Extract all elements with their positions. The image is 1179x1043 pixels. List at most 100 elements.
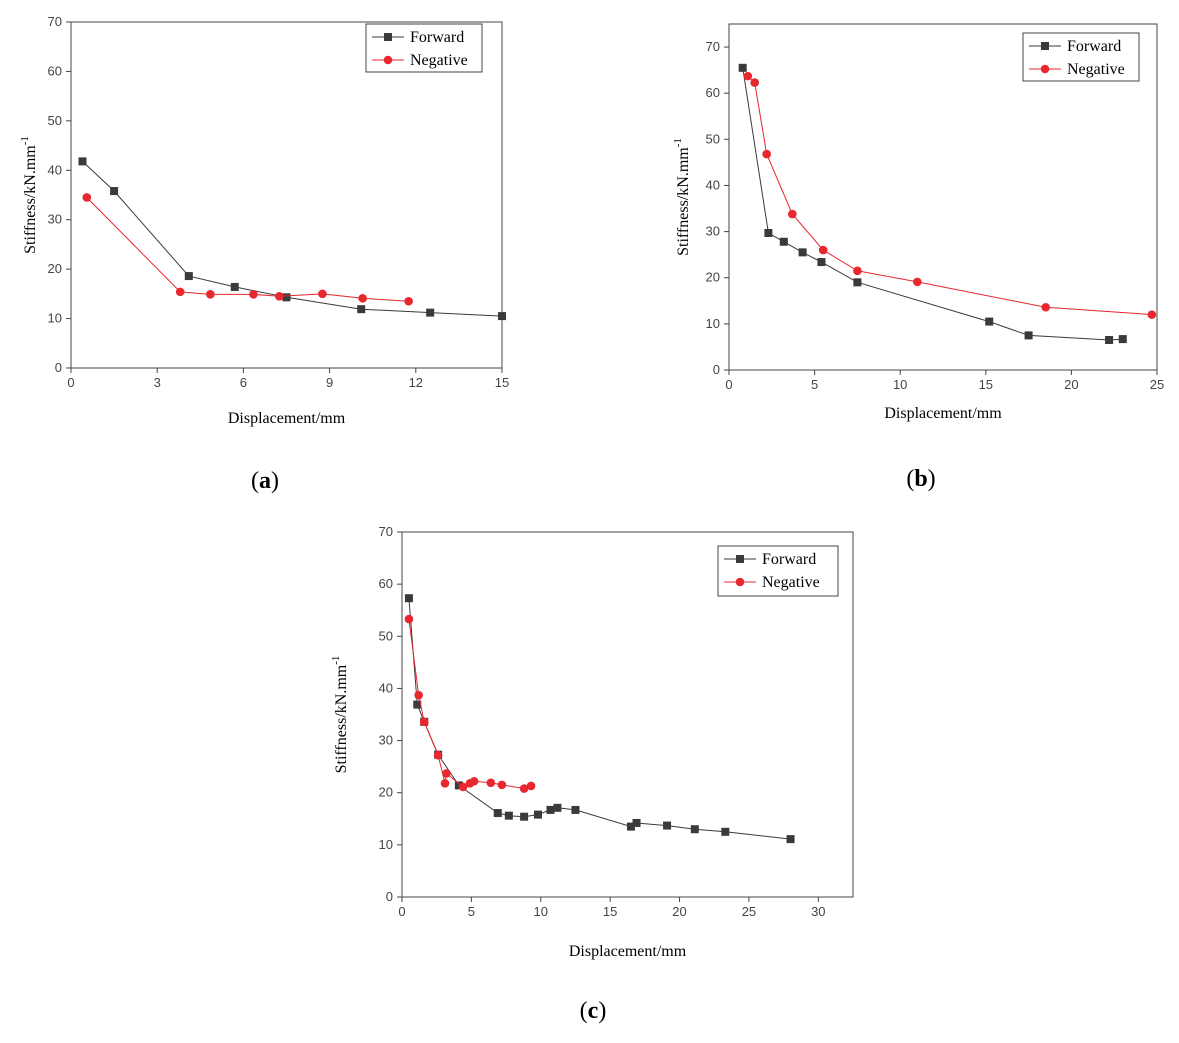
legend-label-forward: Forward [1067, 38, 1121, 55]
y-axis-title-main: Stiffness/kN.mm [333, 664, 350, 773]
forward-point [764, 228, 773, 237]
plot-frame [401, 531, 854, 898]
forward-point [1105, 336, 1114, 345]
series-line-negative [747, 75, 1152, 316]
x-tick-label: 12 [409, 375, 423, 390]
legend: Forward Negative [717, 545, 839, 597]
y-tick-label: 50 [379, 628, 393, 643]
forward-point [553, 803, 562, 812]
forward-point [632, 818, 641, 827]
legend-box [1022, 32, 1140, 82]
y-tick-label: 70 [706, 39, 720, 54]
series-negative [743, 71, 1157, 319]
negative-point [458, 782, 468, 792]
legend: Forward Negative [365, 23, 483, 73]
x-tick-label: 10 [534, 904, 548, 919]
panel-caption: (b) [906, 466, 935, 492]
negative-point [1041, 302, 1051, 312]
negative-point [249, 290, 258, 299]
y-tick-label: 30 [48, 212, 62, 227]
chart-b: 0 5 10 15 20 25 0 10 20 30 40 50 60 70 Displacement/mm… [672, 23, 1164, 492]
series-forward [404, 594, 795, 844]
x-axis-title: Displacement/mm [228, 410, 346, 427]
forward-point [184, 272, 193, 281]
x-tick-label: 5 [811, 377, 818, 392]
negative-point [1147, 310, 1157, 319]
forward-point [663, 821, 672, 830]
negative-point [404, 614, 414, 624]
y-axis-title-main: Stiffness/kN.mm [675, 147, 692, 256]
chart-a: 0 3 6 9 12 15 0 10 20 30 40 50 60 70 Displacement/mm St… [19, 14, 509, 494]
y-tick-label: 40 [48, 162, 62, 177]
y-tick-label: 50 [706, 131, 720, 146]
x-tick-label: 0 [67, 375, 74, 390]
negative-point [175, 287, 185, 297]
forward-point [626, 822, 635, 831]
legend-circle-marker [735, 577, 745, 587]
y-tick-label: 50 [48, 113, 62, 128]
x-tick-label: 20 [672, 904, 686, 919]
negative-point [358, 294, 367, 303]
legend-label-negative: Negative [410, 52, 468, 69]
chart-c: 0 5 10 15 20 25 30 0 10 20 30 40 50 60 70 Displacement/… [330, 524, 854, 1024]
x-tick-label: 20 [1064, 377, 1078, 392]
legend-label-negative: Negative [762, 574, 820, 591]
negative-point [404, 296, 413, 306]
y-axis-title-main: Stiffness/kN.mm [22, 145, 39, 254]
forward-point [426, 308, 435, 317]
caption-close-paren: ) [598, 998, 606, 1024]
caption-letter: c [588, 998, 599, 1024]
forward-point [798, 248, 807, 257]
negative-point [750, 78, 759, 87]
y-tick-label: 20 [48, 261, 62, 276]
forward-point [498, 312, 506, 321]
x-tick-label: 15 [495, 375, 509, 390]
negative-point [913, 277, 922, 287]
forward-point [817, 258, 826, 267]
forward-point [1024, 331, 1033, 340]
forward-point [404, 594, 413, 603]
panel-caption: (c) [580, 998, 607, 1024]
forward-point [571, 805, 580, 814]
forward-point [520, 812, 529, 821]
forward-point [853, 278, 862, 287]
caption-open-paren: ( [906, 466, 914, 492]
caption-open-paren: ( [251, 468, 259, 494]
legend-label-forward: Forward [762, 551, 816, 568]
negative-point [433, 750, 443, 760]
x-tick-label: 3 [154, 375, 161, 390]
x-tick-label: 9 [326, 375, 333, 390]
y-axis-title: Stiffness/kN.mm-1 [19, 136, 39, 254]
y-axis-title-sup: -1 [19, 136, 31, 145]
negative-point [206, 290, 215, 299]
y-tick-label: 40 [379, 680, 393, 695]
forward-point [230, 282, 239, 291]
y-tick-label: 10 [706, 316, 720, 331]
forward-point [454, 781, 463, 790]
x-tick-label: 5 [468, 904, 475, 919]
caption-close-paren: ) [271, 468, 279, 494]
negative-point [419, 717, 429, 727]
x-tick-label: 15 [603, 904, 617, 919]
forward-point [282, 293, 291, 302]
series-line-negative [408, 619, 532, 790]
caption-close-paren: ) [928, 466, 936, 492]
y-tick-label: 20 [706, 270, 720, 285]
caption-letter: b [914, 466, 927, 492]
forward-point [493, 809, 502, 818]
x-tick-label: 10 [893, 377, 907, 392]
forward-point [110, 187, 119, 196]
negative-point [762, 149, 771, 159]
negative-point [442, 769, 451, 778]
y-tick-label: 60 [706, 85, 720, 100]
forward-point [1118, 335, 1127, 344]
series-line-forward [742, 67, 1123, 341]
legend-box [365, 23, 483, 73]
plot-frame [70, 21, 503, 369]
legend-circle-marker [1040, 64, 1050, 74]
negative-point [82, 193, 92, 202]
negative-point [818, 245, 828, 255]
series-line-negative [86, 197, 409, 302]
negative-point [743, 71, 753, 81]
